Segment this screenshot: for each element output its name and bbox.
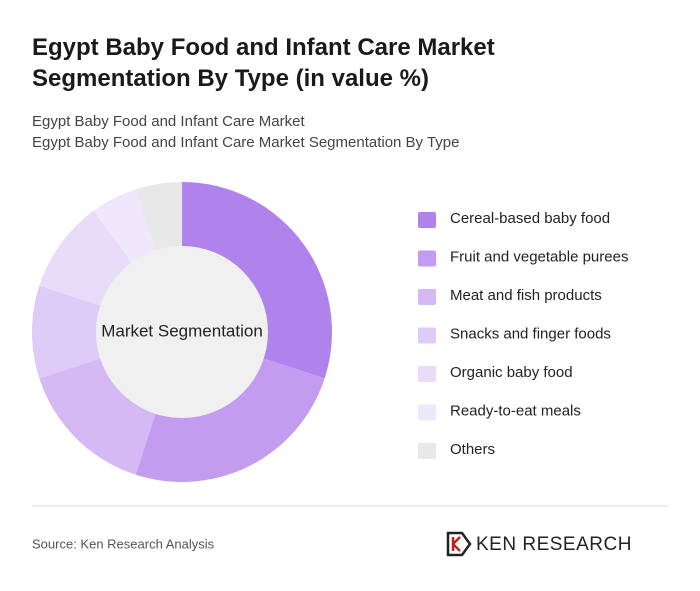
legend-swatch [418,212,436,228]
chart-title: Egypt Baby Food and Infant Care Market Se… [32,34,495,92]
brand-logo [446,531,472,557]
legend-label: Snacks and finger foods [450,325,611,342]
subtitle: Egypt Baby Food and Infant Care Market S… [32,134,459,151]
legend-label: Fruit and vegetable purees [450,248,628,265]
legend-swatch [418,250,436,267]
brand-logo-k [451,536,461,552]
donut-hole [96,246,268,418]
subtitle: Egypt Baby Food and Infant Care Market [32,113,305,130]
legend-label: Meat and fish products [450,287,602,304]
legend-swatch [418,443,436,459]
brand: KEN RESEARCH [476,534,632,555]
legend-label: Cereal-based baby food [450,210,610,227]
legend-swatch [418,327,436,344]
legend-label: Organic baby food [450,364,573,381]
center-label: Market Segmentation [101,321,263,340]
legend-swatch [418,289,436,305]
legend-label: Others [450,441,495,458]
legend-label: Ready-to-eat meals [450,402,581,419]
legend-swatch [418,404,436,421]
legend-swatch [418,366,436,382]
source: Source: Ken Research Analysis [32,536,215,551]
